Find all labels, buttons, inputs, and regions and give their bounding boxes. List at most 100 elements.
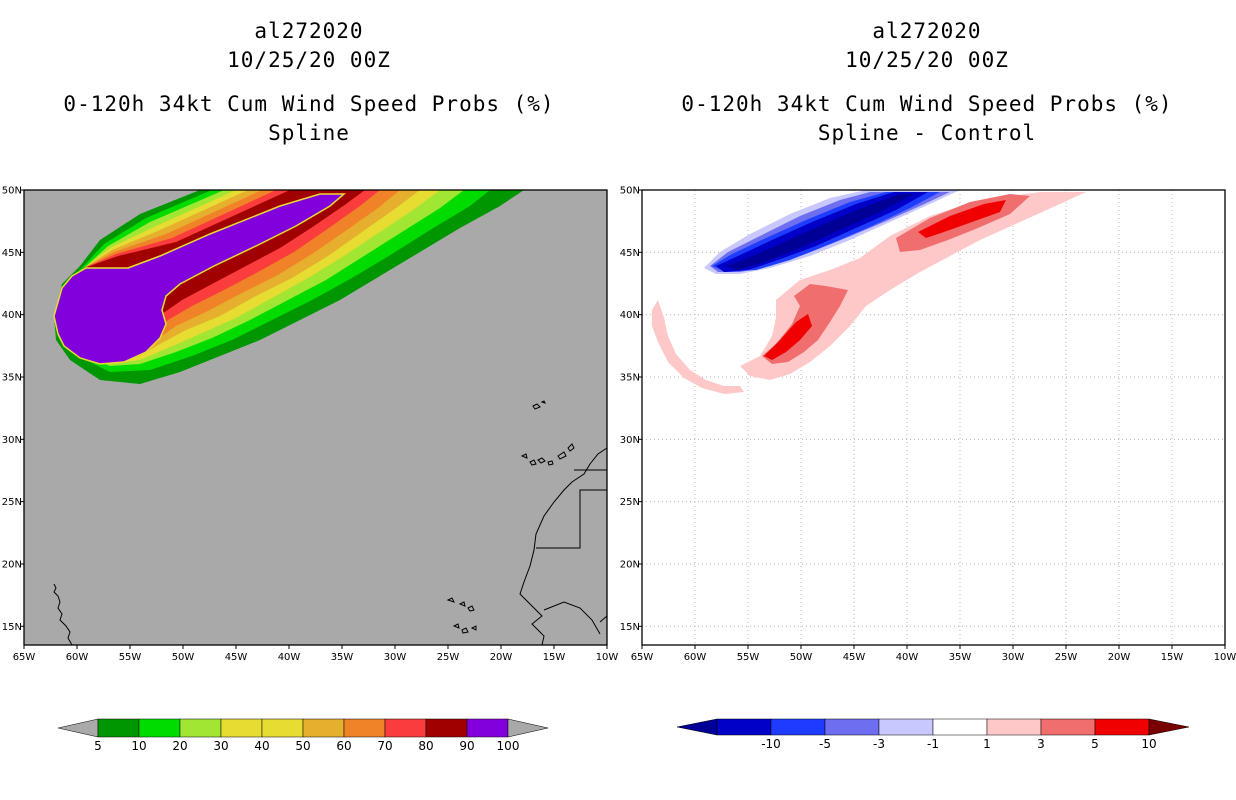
right-map: 65W 60W 55W 50W 45W 40W 35W 30W 25W 20W 15W 10W 50N 4… [620, 186, 1236, 664]
lon-tick-label: 55W [737, 652, 760, 663]
lat-tick-label: 45N [620, 248, 640, 259]
colorbar-label: 100 [497, 739, 520, 753]
lon-tick-label: 50W [172, 652, 195, 663]
colorbar-label: 10 [131, 739, 146, 753]
colorbar-label: 50 [295, 739, 310, 753]
colorbar-swatch [179, 718, 222, 738]
colorbar-swatch [932, 718, 988, 736]
colorbar-swatch [302, 718, 345, 738]
lon-tick-label: 20W [490, 652, 513, 663]
lat-tick-label: 50N [620, 186, 640, 197]
lon-tick-label: 30W [1002, 652, 1025, 663]
lon-tick-label: 15W [543, 652, 566, 663]
colorbar-swatch [138, 718, 181, 738]
colorbar-swatch [220, 718, 263, 738]
colorbar-swatch [425, 718, 468, 738]
lon-tick-label: 45W [225, 652, 248, 663]
right-title-block: al272020 10/25/20 00Z 0-120h 34kt Cum Wi… [647, 17, 1207, 148]
lon-tick-label: 55W [119, 652, 142, 663]
left-storm-id: al272020 [254, 19, 364, 43]
lat-tick-label: 40N [2, 310, 22, 321]
colorbar-label: 5 [94, 739, 102, 753]
right-map-frame [641, 189, 1226, 646]
colorbar-label: -5 [819, 737, 831, 751]
lat-tick-label: 45N [2, 248, 22, 259]
lon-tick-label: 60W [684, 652, 707, 663]
colorbar-swatch [343, 718, 386, 738]
colorbar-label: 80 [418, 739, 433, 753]
colorbar-swatch [466, 718, 509, 738]
left-title-block: al272020 10/25/20 00Z 0-120h 34kt Cum Wi… [29, 17, 589, 148]
colorbar-label: -3 [873, 737, 885, 751]
left-product: 0-120h 34kt Cum Wind Speed Probs (%) [63, 92, 555, 116]
colorbar-label: 60 [336, 739, 351, 753]
colorbar-swatch [261, 718, 304, 738]
right-product: 0-120h 34kt Cum Wind Speed Probs (%) [681, 92, 1173, 116]
lat-tick-label: 40N [620, 310, 640, 321]
left-datetime: 10/25/20 00Z [227, 48, 391, 72]
lat-tick-label: 25N [620, 497, 640, 508]
lat-tick-label: 50N [2, 186, 22, 197]
lon-tick-label: 50W [790, 652, 813, 663]
colorbar-label: 1 [983, 737, 991, 751]
lon-tick-label: 65W [631, 652, 654, 663]
colorbar-label: 70 [377, 739, 392, 753]
right-colorbar: -10 -5 -3 -1 1 3 5 10 [676, 718, 1190, 751]
lon-tick-label: 40W [278, 652, 301, 663]
colorbar-label: 10 [1141, 737, 1156, 751]
lat-tick-label: 20N [2, 559, 22, 570]
lon-tick-label: 35W [331, 652, 354, 663]
lon-tick-label: 25W [437, 652, 460, 663]
colorbar-swatch [384, 718, 427, 738]
colorbar-swatch [1094, 718, 1150, 736]
colorbar-label: 20 [172, 739, 187, 753]
lat-tick-label: 30N [620, 435, 640, 446]
lon-tick-label: 15W [1161, 652, 1184, 663]
right-difference-field [652, 190, 1086, 394]
colorbar-swatch [1040, 718, 1096, 736]
colorbar-label: -1 [927, 737, 939, 751]
colorbar-swatch [716, 718, 772, 736]
colorbar-swatch [97, 718, 140, 738]
lat-tick-label: 35N [620, 372, 640, 383]
lat-tick-label: 35N [2, 372, 22, 383]
lat-tick-label: 15N [620, 622, 640, 633]
lat-tick-label: 15N [2, 622, 22, 633]
lon-tick-label: 45W [843, 652, 866, 663]
colorbar-label: -10 [761, 737, 781, 751]
lon-tick-label: 20W [1108, 652, 1131, 663]
lon-tick-label: 65W [13, 652, 36, 663]
lat-tick-label: 30N [2, 435, 22, 446]
left-variant: Spline [268, 121, 350, 145]
colorbar-low-end [676, 718, 718, 736]
right-variant: Spline - Control [817, 121, 1037, 145]
lat-tick-label: 25N [2, 497, 22, 508]
colorbar-label: 40 [254, 739, 269, 753]
colorbar-swatch [824, 718, 880, 736]
right-datetime: 10/25/20 00Z [845, 48, 1009, 72]
colorbar-swatch [878, 718, 934, 736]
lat-tick-label: 20N [620, 559, 640, 570]
right-storm-id: al272020 [872, 19, 982, 43]
lon-tick-label: 60W [66, 652, 89, 663]
colorbar-label: 90 [459, 739, 474, 753]
colorbar-label: 5 [1091, 737, 1099, 751]
left-map-frame [23, 189, 608, 646]
left-axis-ticks: 65W 60W 55W 50W 45W 40W 35W 30W 25W 20W 15W 10W 50N 4… [2, 186, 619, 664]
colorbar-label: 3 [1037, 737, 1045, 751]
lon-tick-label: 30W [384, 652, 407, 663]
colorbar-low-end [57, 718, 99, 738]
lon-tick-label: 25W [1055, 652, 1078, 663]
lon-tick-label: 40W [896, 652, 919, 663]
left-colorbar: 5 10 20 30 40 50 60 70 80 90 100 [57, 718, 549, 753]
left-probability-swath [53, 190, 524, 384]
colorbar-swatch [770, 718, 826, 736]
colorbar-swatch [986, 718, 1042, 736]
lon-tick-label: 10W [1214, 652, 1236, 663]
left-map: 65W 60W 55W 50W 45W 40W 35W 30W 25W 20W 15W 10W 50N 4… [2, 186, 619, 664]
lon-tick-label: 10W [596, 652, 619, 663]
lon-tick-label: 35W [949, 652, 972, 663]
right-axis-ticks: 65W 60W 55W 50W 45W 40W 35W 30W 25W 20W 15W 10W 50N 4… [620, 186, 1236, 664]
colorbar-high-end [1148, 718, 1190, 736]
